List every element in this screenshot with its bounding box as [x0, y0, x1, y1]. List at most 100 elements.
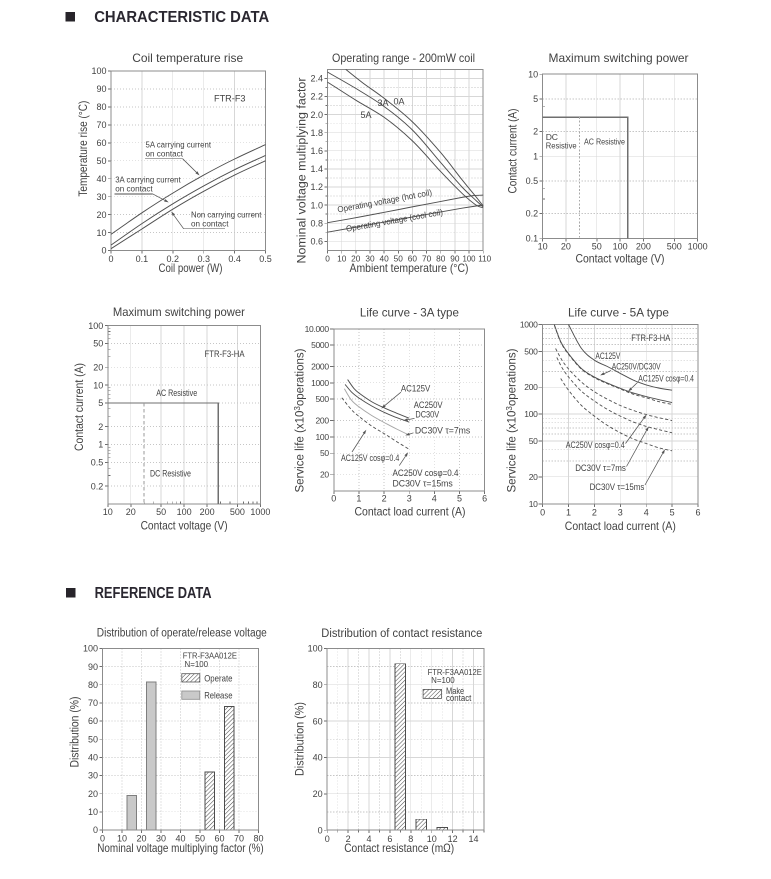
- svg-text:20: 20: [313, 789, 323, 799]
- svg-text:DC Resistive: DC Resistive: [150, 469, 191, 479]
- svg-text:20: 20: [126, 507, 136, 517]
- svg-text:1.6: 1.6: [310, 146, 323, 156]
- svg-text:5: 5: [533, 94, 538, 104]
- svg-text:DC30V τ=15ms: DC30V τ=15ms: [590, 482, 645, 492]
- svg-text:2000: 2000: [311, 362, 329, 372]
- svg-text:DC30V τ=7ms: DC30V τ=7ms: [415, 426, 471, 436]
- svg-text:Service life (x103operations): Service life (x103operations): [293, 348, 307, 492]
- svg-text:FTR-F3-HA: FTR-F3-HA: [205, 349, 246, 360]
- svg-text:0.8: 0.8: [310, 218, 323, 228]
- svg-text:80: 80: [96, 102, 106, 112]
- svg-text:80: 80: [88, 680, 98, 690]
- svg-text:N=100: N=100: [185, 659, 209, 669]
- svg-text:Life curve - 3A type: Life curve - 3A type: [360, 306, 459, 320]
- svg-text:40: 40: [313, 753, 323, 763]
- svg-text:AC125V cosφ=0.4: AC125V cosφ=0.4: [341, 453, 399, 463]
- svg-text:100: 100: [177, 507, 192, 517]
- svg-text:6: 6: [387, 834, 392, 844]
- svg-text:2: 2: [346, 834, 351, 844]
- svg-text:3A: 3A: [378, 98, 389, 108]
- svg-text:1000: 1000: [688, 242, 708, 252]
- svg-text:90: 90: [96, 84, 106, 94]
- svg-text:500: 500: [230, 507, 245, 517]
- svg-text:100: 100: [316, 432, 330, 442]
- svg-text:AC125V: AC125V: [595, 351, 620, 361]
- svg-text:40: 40: [88, 753, 98, 763]
- svg-text:5A carrying current: 5A carrying current: [146, 140, 212, 150]
- svg-text:DC30V τ=7ms: DC30V τ=7ms: [575, 463, 626, 473]
- svg-text:50: 50: [394, 254, 404, 264]
- svg-text:4: 4: [644, 507, 649, 517]
- svg-text:200: 200: [524, 382, 538, 392]
- svg-text:FTR-F3-HA: FTR-F3-HA: [631, 333, 671, 344]
- svg-text:1.8: 1.8: [310, 128, 323, 138]
- svg-text:50: 50: [529, 436, 538, 446]
- svg-text:5: 5: [98, 398, 103, 408]
- svg-text:100: 100: [83, 644, 98, 654]
- svg-text:10: 10: [93, 380, 103, 390]
- svg-text:100: 100: [613, 242, 628, 252]
- svg-text:4: 4: [432, 494, 437, 504]
- svg-text:30: 30: [156, 834, 166, 844]
- svg-text:5A: 5A: [361, 110, 372, 120]
- svg-text:100: 100: [463, 254, 476, 264]
- svg-text:60: 60: [96, 138, 106, 148]
- svg-text:0: 0: [93, 825, 98, 835]
- svg-text:50: 50: [195, 834, 205, 844]
- svg-text:Operate: Operate: [204, 673, 232, 683]
- svg-text:12: 12: [448, 834, 458, 844]
- svg-text:Contact voltage (V): Contact voltage (V): [576, 252, 665, 266]
- svg-text:20: 20: [529, 472, 538, 482]
- svg-text:10: 10: [117, 834, 127, 844]
- svg-text:0: 0: [318, 825, 323, 835]
- svg-text:0.5: 0.5: [526, 176, 539, 186]
- svg-text:50: 50: [320, 448, 329, 458]
- svg-text:50: 50: [93, 339, 103, 349]
- svg-text:Non carrying current: Non carrying current: [191, 210, 262, 220]
- svg-text:Contact resistance (mΩ): Contact resistance (mΩ): [344, 841, 454, 855]
- svg-text:CHARACTERISTIC DATA: CHARACTERISTIC DATA: [94, 9, 269, 26]
- svg-text:200: 200: [200, 507, 215, 517]
- svg-text:Distribution of operate/releas: Distribution of operate/release voltage: [97, 627, 267, 639]
- svg-text:100: 100: [524, 409, 538, 419]
- svg-text:4: 4: [366, 834, 371, 844]
- svg-text:10: 10: [427, 834, 437, 844]
- svg-text:80: 80: [436, 254, 446, 264]
- svg-text:1: 1: [98, 440, 103, 450]
- svg-text:70: 70: [422, 254, 432, 264]
- svg-text:Contact load current (A): Contact load current (A): [565, 519, 676, 533]
- svg-text:60: 60: [408, 254, 418, 264]
- svg-text:20: 20: [561, 242, 571, 252]
- svg-text:1: 1: [566, 507, 571, 517]
- svg-text:10: 10: [529, 499, 538, 509]
- svg-text:FTR-F3: FTR-F3: [214, 94, 246, 105]
- svg-text:20: 20: [96, 210, 106, 220]
- svg-text:Maximum switching power: Maximum switching power: [113, 305, 245, 319]
- svg-text:5000: 5000: [311, 340, 329, 350]
- svg-text:1000: 1000: [520, 320, 538, 330]
- svg-text:0.4: 0.4: [228, 254, 241, 264]
- svg-text:FTR-F3AA012E: FTR-F3AA012E: [183, 651, 238, 661]
- svg-text:20: 20: [136, 834, 146, 844]
- svg-text:1000: 1000: [250, 507, 270, 517]
- svg-text:Contact voltage (V): Contact voltage (V): [141, 519, 228, 533]
- svg-text:FTR-F3AA012E: FTR-F3AA012E: [428, 667, 483, 677]
- svg-text:20: 20: [93, 362, 103, 372]
- svg-text:Distribution of contact resist: Distribution of contact resistance: [321, 628, 482, 640]
- svg-text:500: 500: [524, 347, 538, 357]
- svg-text:Make: Make: [446, 686, 464, 696]
- svg-text:20: 20: [351, 254, 361, 264]
- svg-text:10: 10: [103, 507, 113, 517]
- svg-text:Contact current (A): Contact current (A): [506, 109, 520, 194]
- svg-text:80: 80: [313, 680, 323, 690]
- svg-text:0: 0: [100, 834, 105, 844]
- svg-text:Contact current (A): Contact current (A): [72, 363, 86, 451]
- svg-text:AC250V: AC250V: [414, 400, 443, 410]
- svg-text:30: 30: [88, 771, 98, 781]
- svg-text:AC Resistive: AC Resistive: [584, 136, 625, 146]
- svg-text:80: 80: [253, 834, 263, 844]
- svg-text:500: 500: [316, 394, 330, 404]
- svg-text:6: 6: [482, 494, 487, 504]
- svg-text:3A carrying current: 3A carrying current: [115, 175, 181, 185]
- svg-text:0: 0: [108, 254, 113, 264]
